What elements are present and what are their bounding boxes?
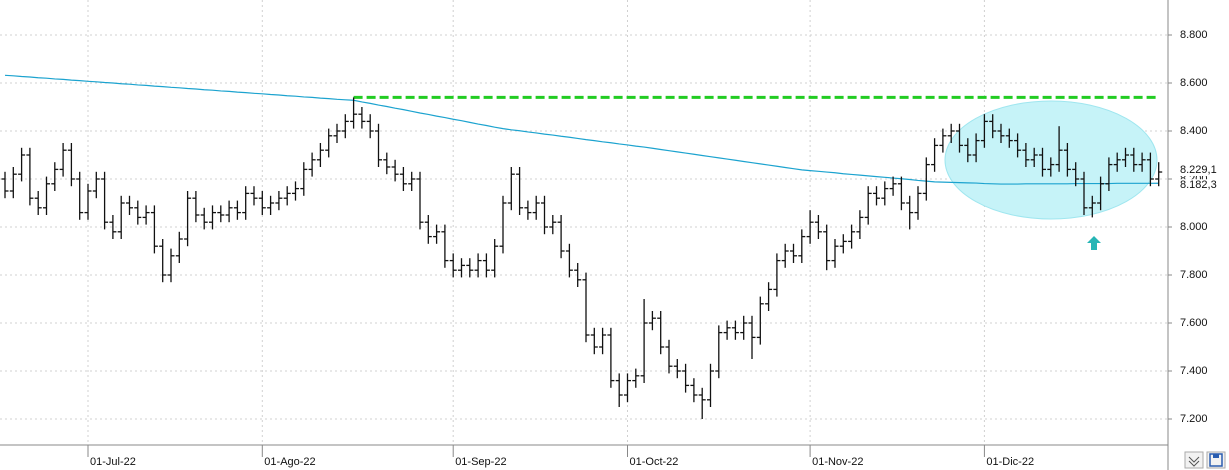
y-tick-label: 8.000 (1180, 221, 1208, 233)
scroll-button[interactable] (1184, 451, 1204, 469)
save-button[interactable] (1206, 451, 1226, 469)
up-arrow (1087, 236, 1101, 250)
x-tick-label: 01-Nov-22 (812, 456, 863, 468)
y-tick-label: 8.800 (1180, 29, 1208, 41)
y-tick-label: 7.600 (1180, 317, 1208, 329)
x-tick-label: 01-Jul-22 (90, 456, 136, 468)
lines (4, 74, 1159, 185)
x-tick-label: 01-Sep-22 (455, 456, 506, 468)
last-value-box (1174, 163, 1226, 177)
chevron-icon (1188, 456, 1200, 467)
y-tick-label: 7.400 (1180, 365, 1208, 377)
toolbar (1184, 451, 1226, 469)
last-value-box (1174, 179, 1226, 193)
grid (0, 0, 1168, 445)
save-icon-part (1213, 454, 1219, 458)
y-tick-label: 7.800 (1180, 269, 1208, 281)
y-tick-label: 7.200 (1180, 413, 1208, 425)
last-value-label: 8.182,3 (1180, 179, 1217, 191)
axis: 7.2007.4007.6007.8008.0008.2008.4008.600… (87, 29, 1226, 468)
x-tick-label: 01-Dic-22 (986, 456, 1034, 468)
moving-average-line (4, 74, 1159, 185)
x-tick-label: 01-Ago-22 (264, 456, 315, 468)
y-tick-label: 8.600 (1180, 77, 1208, 89)
last-value-label: 8.229,1 (1180, 164, 1217, 176)
bars (1, 97, 1163, 420)
x-tick-label: 01-Oct-22 (630, 456, 679, 468)
y-tick-label: 8.400 (1180, 125, 1208, 137)
